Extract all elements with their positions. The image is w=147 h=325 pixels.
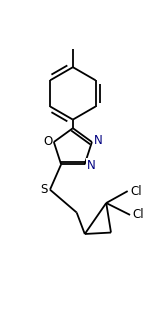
Text: S: S [40, 183, 47, 196]
Text: N: N [87, 159, 96, 172]
Text: Cl: Cl [130, 185, 142, 198]
Text: O: O [43, 135, 52, 148]
Text: N: N [94, 134, 103, 147]
Text: Cl: Cl [133, 208, 145, 221]
